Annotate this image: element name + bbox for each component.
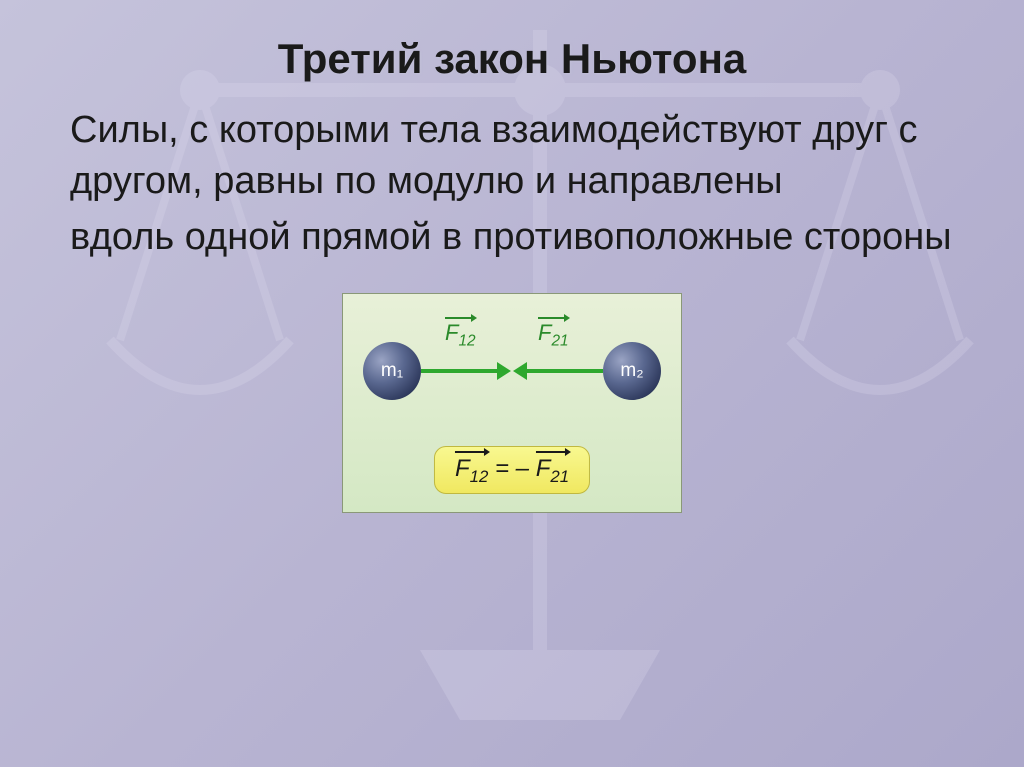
equation-equals: = – <box>495 455 529 482</box>
vector-arrow-icon <box>455 451 488 453</box>
equation-f21: F21 <box>536 455 569 487</box>
slide-content: Третий закон Ньютона Силы, с которыми те… <box>0 0 1024 548</box>
mass-1-label: m₁ <box>381 360 403 382</box>
equation-f12: F12 <box>455 455 488 487</box>
body-paragraph-1: Силы, с которыми тела взаимодействуют др… <box>70 105 964 208</box>
newton-third-law-diagram: m₁ m₂ F12 F21 F12 = – <box>342 293 682 513</box>
diagram-container: m₁ m₂ F12 F21 F12 = – <box>60 293 964 513</box>
force-21-label: F21 <box>538 320 569 350</box>
vector-arrow-icon <box>445 317 475 319</box>
vector-arrow-icon <box>536 451 569 453</box>
equation-box: F12 = – F21 <box>434 446 590 494</box>
force-12-label: F12 <box>445 320 476 350</box>
mass-2-label: m₂ <box>620 360 643 382</box>
slide-title: Третий закон Ньютона <box>60 35 964 83</box>
body-paragraph-2: вдоль одной прямой в противоположные сто… <box>70 212 964 263</box>
mass-1-sphere: m₁ <box>363 342 421 400</box>
mass-2-sphere: m₂ <box>603 342 661 400</box>
force-12-arrow <box>421 369 499 373</box>
force-21-arrow <box>525 369 603 373</box>
vector-arrow-icon <box>538 317 568 319</box>
